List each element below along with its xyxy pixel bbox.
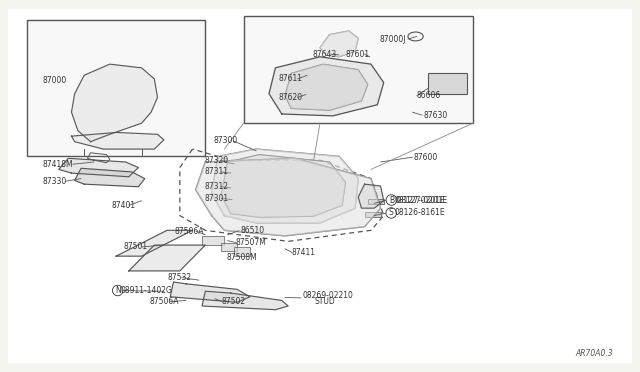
Text: 87643: 87643	[312, 50, 337, 59]
Bar	[428, 73, 467, 94]
Polygon shape	[358, 184, 384, 208]
Text: S: S	[389, 208, 394, 218]
Polygon shape	[75, 168, 145, 187]
Bar	[27, 20, 205, 157]
Bar	[365, 212, 381, 217]
Text: 08127-0201E: 08127-0201E	[394, 196, 445, 205]
Text: N: N	[115, 286, 120, 295]
Text: 87320: 87320	[204, 156, 228, 166]
Polygon shape	[129, 245, 205, 271]
Text: STUD: STUD	[315, 297, 335, 306]
Text: 87311: 87311	[204, 167, 228, 176]
Text: 08911-1402G: 08911-1402G	[120, 286, 172, 295]
Polygon shape	[170, 282, 250, 302]
Text: AR70A0.3: AR70A0.3	[575, 350, 613, 359]
Text: 86606: 86606	[417, 91, 441, 100]
Text: 87630: 87630	[423, 111, 447, 121]
Text: 87506A: 87506A	[175, 227, 204, 235]
Text: 87620: 87620	[278, 93, 303, 102]
Text: 87508M: 87508M	[227, 253, 258, 262]
Polygon shape	[221, 155, 346, 217]
Text: B 08127-0201E: B 08127-0201E	[389, 196, 447, 205]
Text: 87411: 87411	[292, 248, 316, 257]
Text: 87300: 87300	[214, 137, 238, 145]
Text: 08269-02210: 08269-02210	[302, 291, 353, 300]
Polygon shape	[285, 64, 368, 110]
Polygon shape	[320, 31, 358, 57]
Polygon shape	[269, 57, 384, 116]
Polygon shape	[196, 158, 381, 236]
Text: 87501: 87501	[124, 243, 148, 251]
Polygon shape	[202, 291, 288, 310]
Text: 87401: 87401	[111, 201, 136, 210]
Bar	[368, 199, 384, 205]
Text: 87507M: 87507M	[236, 238, 267, 247]
Polygon shape	[72, 132, 164, 149]
Bar	[234, 247, 250, 256]
Polygon shape	[72, 64, 157, 142]
Text: 87312: 87312	[204, 182, 228, 191]
Text: 08126-8161E: 08126-8161E	[394, 208, 445, 218]
Polygon shape	[59, 158, 138, 177]
Bar	[244, 16, 473, 123]
Text: 87418M: 87418M	[43, 160, 74, 169]
Text: 87000J: 87000J	[380, 35, 406, 44]
Text: 87532: 87532	[168, 273, 192, 282]
Text: 87301: 87301	[204, 194, 228, 203]
Text: 87330: 87330	[43, 177, 67, 186]
Text: 87601: 87601	[346, 50, 370, 59]
Text: 87506A: 87506A	[149, 297, 179, 306]
Text: 87000: 87000	[43, 76, 67, 85]
Text: 87600: 87600	[413, 153, 438, 162]
Text: 87611: 87611	[278, 74, 303, 83]
Text: B: B	[389, 196, 394, 205]
Polygon shape	[116, 230, 193, 256]
Text: 86510: 86510	[241, 226, 265, 235]
Polygon shape	[212, 149, 358, 223]
Bar	[202, 236, 225, 245]
Bar	[221, 243, 237, 251]
Text: 87502: 87502	[221, 297, 245, 306]
